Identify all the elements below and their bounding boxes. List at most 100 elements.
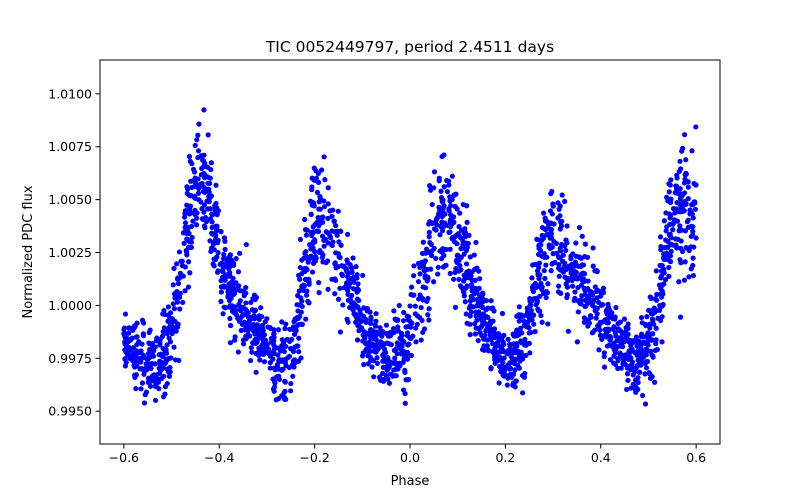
data-point	[630, 372, 636, 378]
data-point	[516, 353, 522, 360]
data-point	[335, 264, 341, 270]
data-point	[373, 318, 379, 324]
data-point	[192, 207, 198, 213]
data-point	[175, 281, 182, 287]
data-point	[652, 379, 658, 385]
data-point	[598, 302, 605, 308]
data-point	[663, 228, 669, 234]
data-point	[339, 263, 346, 269]
data-point	[134, 334, 140, 340]
data-point	[312, 258, 318, 264]
data-point	[222, 238, 228, 244]
data-point	[647, 325, 653, 331]
data-point	[361, 361, 367, 368]
data-point	[351, 276, 357, 282]
data-point	[335, 208, 341, 214]
data-point	[184, 184, 190, 190]
data-point	[612, 350, 618, 356]
data-point	[529, 298, 535, 304]
data-point	[299, 257, 305, 263]
data-point	[509, 371, 515, 377]
data-point	[292, 328, 299, 334]
data-point	[692, 206, 698, 212]
data-point	[649, 337, 655, 343]
data-point	[380, 358, 386, 364]
data-point	[369, 364, 375, 370]
data-point	[668, 177, 674, 183]
data-point	[642, 334, 649, 340]
data-point	[265, 324, 271, 330]
data-point	[201, 164, 207, 170]
data-point	[229, 308, 236, 314]
data-point	[411, 292, 417, 298]
data-point	[514, 313, 520, 319]
data-point	[670, 227, 676, 233]
data-point	[295, 315, 301, 322]
data-point	[261, 332, 268, 338]
data-point	[596, 347, 602, 353]
data-point	[235, 349, 241, 355]
data-point	[383, 322, 390, 328]
data-point	[582, 241, 588, 247]
data-point	[417, 314, 423, 321]
data-point	[333, 222, 339, 229]
data-point	[568, 253, 574, 259]
data-point	[558, 290, 564, 296]
data-point	[639, 331, 645, 337]
data-point	[332, 260, 338, 266]
data-point	[364, 347, 371, 353]
data-point	[243, 285, 249, 291]
data-point	[320, 219, 326, 225]
data-point	[538, 242, 544, 248]
data-point	[687, 211, 693, 217]
data-point	[564, 294, 570, 301]
data-point	[411, 273, 417, 279]
data-point	[435, 213, 441, 219]
data-point	[207, 206, 213, 212]
data-point	[345, 288, 351, 294]
x-tick-label: −0.4	[204, 450, 234, 465]
data-point	[317, 248, 323, 254]
data-point	[321, 243, 327, 249]
data-point	[221, 255, 227, 262]
data-point	[498, 366, 505, 372]
data-point	[689, 148, 695, 154]
data-point	[143, 389, 150, 395]
data-point	[306, 276, 312, 282]
data-point	[277, 348, 284, 354]
data-point	[385, 354, 391, 361]
data-point	[601, 364, 608, 370]
data-point	[227, 322, 234, 329]
data-point	[392, 355, 398, 361]
data-points	[121, 107, 699, 407]
data-point	[396, 302, 402, 309]
data-point	[250, 340, 256, 346]
data-point	[581, 278, 587, 284]
data-point	[495, 331, 502, 337]
data-point	[480, 290, 486, 296]
data-point	[467, 332, 473, 338]
data-point	[165, 304, 172, 310]
data-point	[380, 364, 386, 370]
data-point	[213, 182, 219, 188]
data-point	[682, 132, 688, 138]
data-point	[521, 318, 527, 324]
data-point	[225, 287, 232, 293]
data-point	[421, 326, 428, 332]
data-point	[441, 184, 447, 190]
data-point	[395, 324, 401, 330]
data-point	[643, 365, 650, 371]
data-point	[288, 380, 294, 387]
data-point	[311, 165, 317, 171]
data-point	[485, 314, 491, 321]
data-point	[236, 283, 242, 289]
data-point	[683, 171, 689, 177]
data-point	[281, 348, 287, 355]
data-point	[672, 190, 678, 196]
data-point	[677, 223, 683, 229]
data-point	[256, 313, 262, 319]
data-point	[581, 315, 588, 321]
data-point	[271, 384, 278, 390]
data-point	[333, 277, 339, 283]
data-point	[466, 232, 472, 238]
